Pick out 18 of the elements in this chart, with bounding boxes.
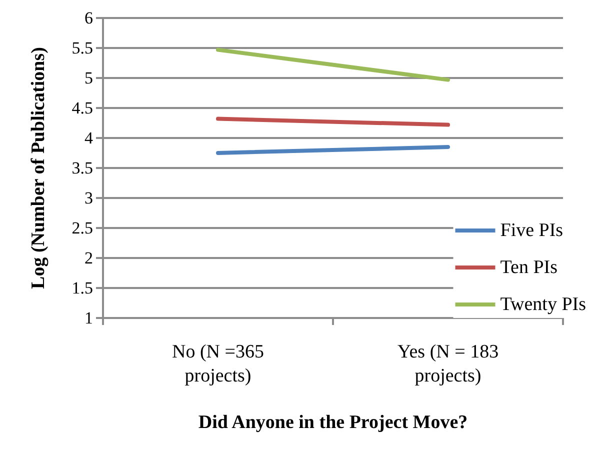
legend-label: Ten PIs [500,257,558,278]
legend-label: Five PIs [500,220,564,241]
y-tick-label: 4.5 [72,98,93,118]
y-tick-label: 2 [84,248,93,268]
y-tick-label: 6 [84,8,93,28]
y-tick-label: 1.5 [72,278,93,298]
y-tick-label: 5.5 [72,38,93,58]
legend-label: Twenty PIs [500,294,586,315]
x-tick-label: No (N =365 projects) [172,342,264,386]
x-axis-title: Did Anyone in the Project Move? [198,412,468,433]
x-tick-label: Yes (N = 183 projects) [397,342,499,386]
y-tick-label: 2.5 [72,218,93,238]
y-tick-label: 3 [84,188,93,208]
y-tick-label: 3.5 [72,158,93,178]
y-axis-title: Log (Number of Publications) [28,47,49,289]
y-tick-label: 4 [84,128,94,148]
y-tick-label: 5 [84,68,93,88]
y-tick-label: 1 [84,308,93,328]
